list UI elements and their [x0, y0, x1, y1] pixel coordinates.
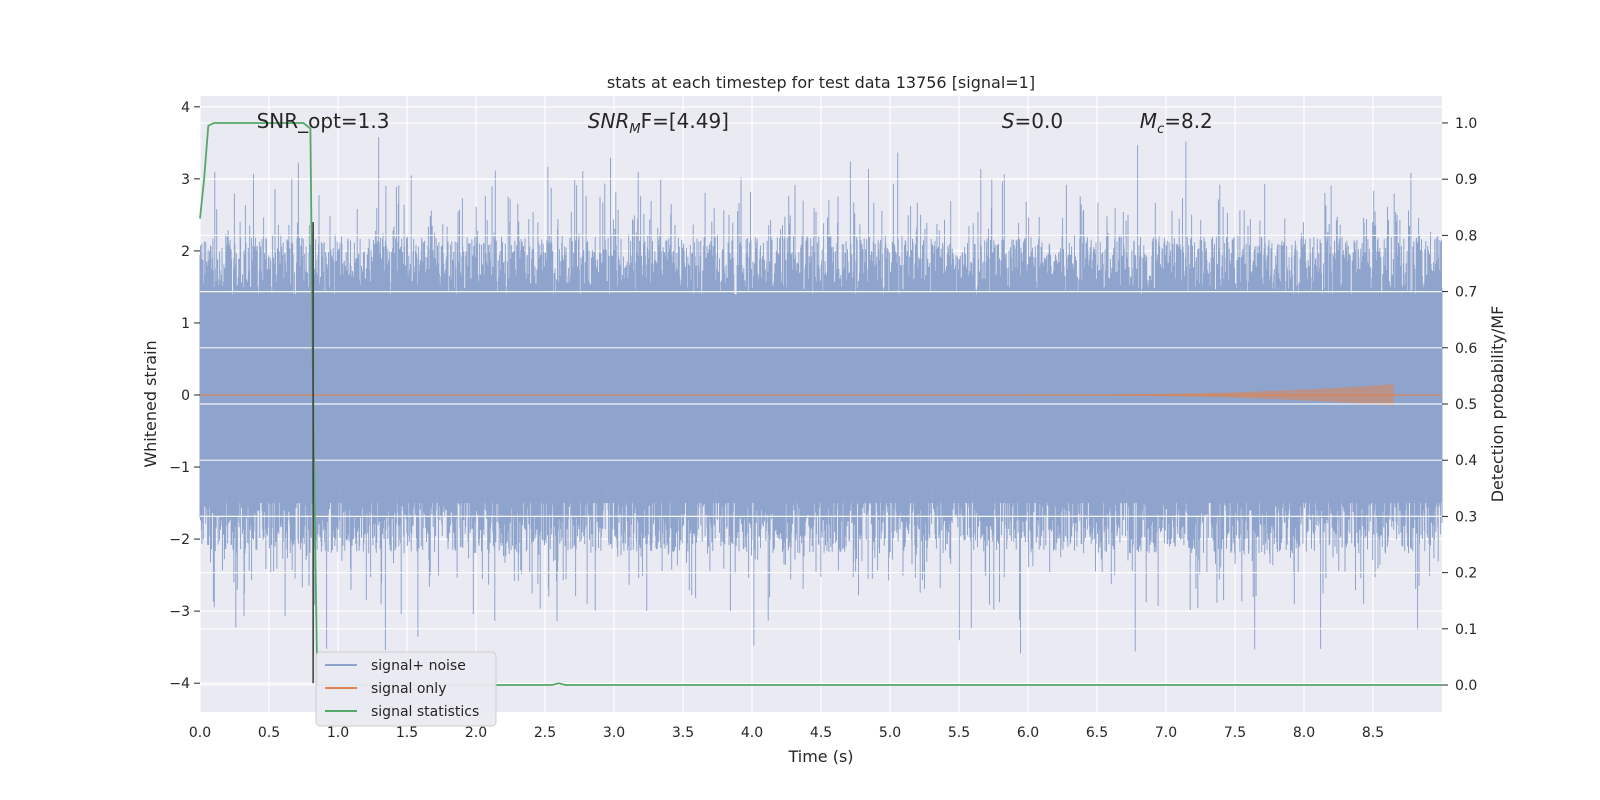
x-tick-label: 6.5 [1086, 725, 1108, 741]
x-tick-label: 8.0 [1293, 725, 1315, 741]
x-tick-label: 8.5 [1362, 725, 1384, 741]
y2-tick-label: 0.1 [1455, 622, 1477, 638]
x-axis-label: Time (s) [787, 747, 853, 766]
y2-tick-label: 0.2 [1455, 566, 1477, 582]
annotation-text: S=0.0 [1002, 109, 1063, 133]
x-tick-label: 2.5 [534, 725, 556, 741]
series-signal-only [200, 384, 1442, 406]
x-tick-label: 6.0 [1017, 725, 1039, 741]
annotation-text: SNR_opt=1.3 [257, 109, 390, 133]
y2-tick-label: 0.5 [1455, 397, 1477, 413]
x-tick-label: 0.0 [189, 725, 211, 741]
y-tick-label: 1 [181, 316, 190, 332]
legend-label: signal+ noise [371, 658, 466, 674]
y-tick-label: 2 [181, 244, 190, 260]
signal-only-chirp [959, 384, 1394, 406]
chart-title: stats at each timestep for test data 137… [607, 73, 1035, 92]
x-tick-label: 5.5 [948, 725, 970, 741]
x-tick-label: 7.0 [1155, 725, 1177, 741]
y2-tick-label: 0.3 [1455, 509, 1477, 525]
annotations: SNR_opt=1.3 SNRMF=[4.49] S=0.0 Mc=8.2 [257, 109, 1213, 137]
y-tick-label: −4 [169, 676, 190, 692]
x-tick-label: 3.5 [672, 725, 694, 741]
y2-tick-label: 0.8 [1455, 228, 1477, 244]
annotation-text: Mc=8.2 [1140, 109, 1213, 137]
y-tick-label: 3 [181, 172, 190, 188]
legend-label: signal statistics [371, 704, 479, 720]
y2-tick-label: 0.4 [1455, 453, 1477, 469]
legend: signal+ noise signal only signal statistic… [315, 651, 497, 727]
y-tick-label: 4 [181, 100, 190, 116]
legend-label: signal only [371, 681, 446, 697]
x-tick-label: 3.0 [603, 725, 625, 741]
y2-tick-label: 0.7 [1455, 285, 1477, 301]
x-tick-label: 0.5 [258, 725, 280, 741]
annotation-text: SNRMF=[4.49] [588, 109, 729, 137]
x-tick-label: 5.0 [879, 725, 901, 741]
y2-tick-label: 0.6 [1455, 341, 1477, 357]
legend-box [315, 651, 497, 727]
y-tick-label: −3 [169, 604, 190, 620]
y2-tick-label: 0.0 [1455, 678, 1477, 694]
y2-axis-label: Detection probability/MF [1488, 306, 1507, 503]
x-tick-label: 7.5 [1224, 725, 1246, 741]
x-tick-label: 4.5 [810, 725, 832, 741]
y-tick-label: −1 [169, 460, 190, 476]
y2-axis-ticks: 1.0 0.9 0.8 0.7 0.6 0.5 0.4 0.3 0.2 0.1 0.0 [1442, 116, 1477, 694]
noise-trace [199, 137, 1443, 654]
signal-statistics-line [199, 122, 1442, 686]
y2-tick-label: 0.9 [1455, 172, 1477, 188]
y-axis-ticks: 4 3 2 1 0 −1 −2 −3 −4 [169, 100, 200, 692]
x-tick-label: 2.0 [465, 725, 487, 741]
y-tick-label: −2 [169, 532, 190, 548]
x-tick-label: 1.0 [327, 725, 349, 741]
x-tick-label: 1.5 [396, 725, 418, 741]
x-tick-label: 4.0 [741, 725, 763, 741]
y-tick-label: 0 [181, 388, 190, 404]
y-axis-label: Whitened strain [141, 340, 160, 467]
x-axis-ticks: 0.0 0.5 1.0 1.5 2.0 2.5 3.0 3.5 4.0 4.5 5.0 5.5 6.0 6… [189, 725, 1384, 741]
y2-tick-label: 1.0 [1455, 116, 1477, 132]
series-signal-statistics [199, 122, 1442, 686]
series-signal-plus-noise [199, 137, 1443, 654]
